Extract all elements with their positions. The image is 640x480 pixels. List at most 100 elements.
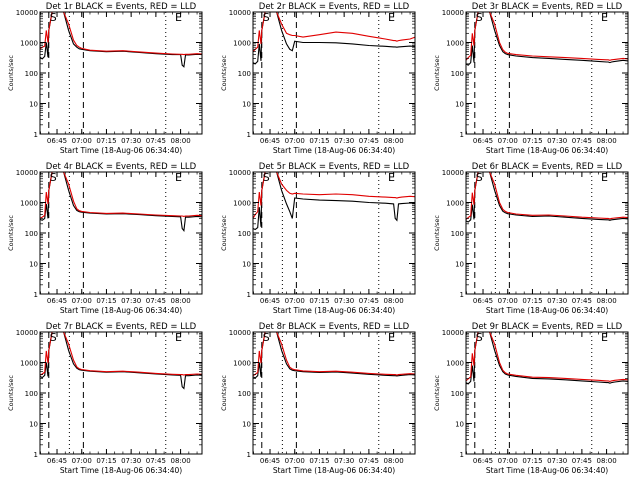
y-tick-label: 100 (451, 70, 464, 78)
panel-title: Det 9r BLACK = Events, RED = LLD (472, 322, 623, 332)
panel-title: Det 7r BLACK = Events, RED = LLD (46, 322, 197, 332)
y-tick-label: 10 (242, 261, 251, 269)
y-tick-label: 100 (238, 230, 251, 238)
panel-title: Det 2r BLACK = Events, RED = LLD (259, 2, 410, 12)
events-series-line (40, 332, 202, 390)
x-axis-label: Start Time (18-Aug-06 06:34:40) (60, 306, 182, 315)
x-tick-label: 07:00 (498, 297, 518, 305)
x-tick-label: 06:45 (473, 297, 493, 305)
x-tick-label: 07:00 (72, 297, 92, 305)
events-series-line (253, 332, 415, 379)
y-tick-label: 1000 (20, 360, 38, 368)
y-tick-label: 10000 (16, 9, 38, 17)
plot-frame (465, 11, 629, 135)
plot-frame (252, 11, 416, 135)
y-tick-label: 1000 (233, 360, 251, 368)
y-tick-label: 10 (29, 101, 38, 109)
x-tick-label: 06:45 (47, 297, 67, 305)
x-axis-label: Start Time (18-Aug-06 06:34:40) (273, 466, 395, 475)
x-axis-label: Start Time (18-Aug-06 06:34:40) (486, 466, 608, 475)
y-tick-label: 100 (25, 70, 38, 78)
x-axis-label: Start Time (18-Aug-06 06:34:40) (273, 146, 395, 155)
lld-series-line (466, 172, 628, 220)
x-axis-label: Start Time (18-Aug-06 06:34:40) (273, 306, 395, 315)
x-tick-label: 08:00 (383, 297, 403, 305)
panel-title: Det 8r BLACK = Events, RED = LLD (259, 322, 410, 332)
start-marker-label: S (263, 171, 270, 184)
y-axis-label: Counts/sec (220, 375, 228, 411)
start-marker-label: S (50, 11, 57, 24)
y-tick-label: 100 (451, 390, 464, 398)
x-tick-label: 07:30 (334, 137, 354, 145)
y-axis-label: Counts/sec (433, 375, 441, 411)
y-tick-label: 1 (247, 451, 251, 459)
end-marker-label: E (601, 11, 608, 24)
x-tick-label: 07:45 (146, 457, 166, 465)
x-tick-label: 07:15 (309, 297, 329, 305)
x-tick-label: 07:45 (572, 137, 592, 145)
y-tick-label: 10 (242, 101, 251, 109)
x-tick-label: 07:00 (498, 137, 518, 145)
start-marker-label: S (50, 331, 57, 344)
y-tick-label: 10000 (442, 9, 464, 17)
y-tick-label: 10 (455, 421, 464, 429)
y-tick-label: 100 (238, 70, 251, 78)
y-tick-label: 100 (25, 390, 38, 398)
end-marker-label: E (601, 171, 608, 184)
y-tick-label: 10 (29, 261, 38, 269)
plot-frame (465, 171, 629, 295)
x-tick-label: 07:45 (146, 297, 166, 305)
y-tick-label: 10000 (229, 329, 251, 337)
start-marker-label: S (476, 11, 483, 24)
x-tick-label: 06:45 (47, 457, 67, 465)
x-axis-label: Start Time (18-Aug-06 06:34:40) (60, 146, 182, 155)
y-tick-label: 1000 (233, 200, 251, 208)
y-tick-label: 10000 (229, 169, 251, 177)
x-tick-label: 07:15 (522, 457, 542, 465)
y-tick-label: 1000 (446, 40, 464, 48)
panel-title: Det 5r BLACK = Events, RED = LLD (259, 162, 410, 172)
x-axis-label: Start Time (18-Aug-06 06:34:40) (486, 146, 608, 155)
x-tick-label: 07:00 (72, 137, 92, 145)
y-tick-label: 1 (247, 291, 251, 299)
x-tick-label: 07:45 (572, 457, 592, 465)
y-tick-label: 10000 (442, 169, 464, 177)
y-tick-label: 1 (460, 451, 464, 459)
y-tick-label: 100 (238, 390, 251, 398)
y-tick-label: 10000 (442, 329, 464, 337)
start-marker-label: S (476, 171, 483, 184)
y-tick-label: 1000 (446, 200, 464, 208)
x-tick-label: 07:15 (309, 137, 329, 145)
x-tick-label: 08:00 (170, 457, 190, 465)
y-tick-label: 1000 (20, 40, 38, 48)
plot-frame (252, 331, 416, 455)
events-series-line (253, 12, 415, 65)
end-marker-label: E (175, 331, 182, 344)
events-series-line (40, 172, 202, 232)
x-tick-label: 08:00 (170, 137, 190, 145)
start-marker-label: S (263, 331, 270, 344)
panel-title: Det 4r BLACK = Events, RED = LLD (46, 162, 197, 172)
y-axis-label: Counts/sec (433, 55, 441, 91)
x-tick-label: 08:00 (596, 137, 616, 145)
x-tick-label: 07:15 (309, 457, 329, 465)
x-tick-label: 07:15 (522, 297, 542, 305)
y-axis-label: Counts/sec (7, 375, 15, 411)
events-series-line (253, 172, 415, 231)
y-tick-label: 10000 (16, 329, 38, 337)
x-tick-label: 07:30 (334, 457, 354, 465)
x-tick-label: 08:00 (383, 457, 403, 465)
x-axis-label: Start Time (18-Aug-06 06:34:40) (60, 466, 182, 475)
start-marker-label: S (50, 171, 57, 184)
y-tick-label: 10000 (229, 9, 251, 17)
y-tick-label: 100 (25, 230, 38, 238)
x-tick-label: 07:15 (96, 457, 116, 465)
events-series-line (40, 12, 202, 68)
x-tick-label: 07:00 (285, 457, 305, 465)
